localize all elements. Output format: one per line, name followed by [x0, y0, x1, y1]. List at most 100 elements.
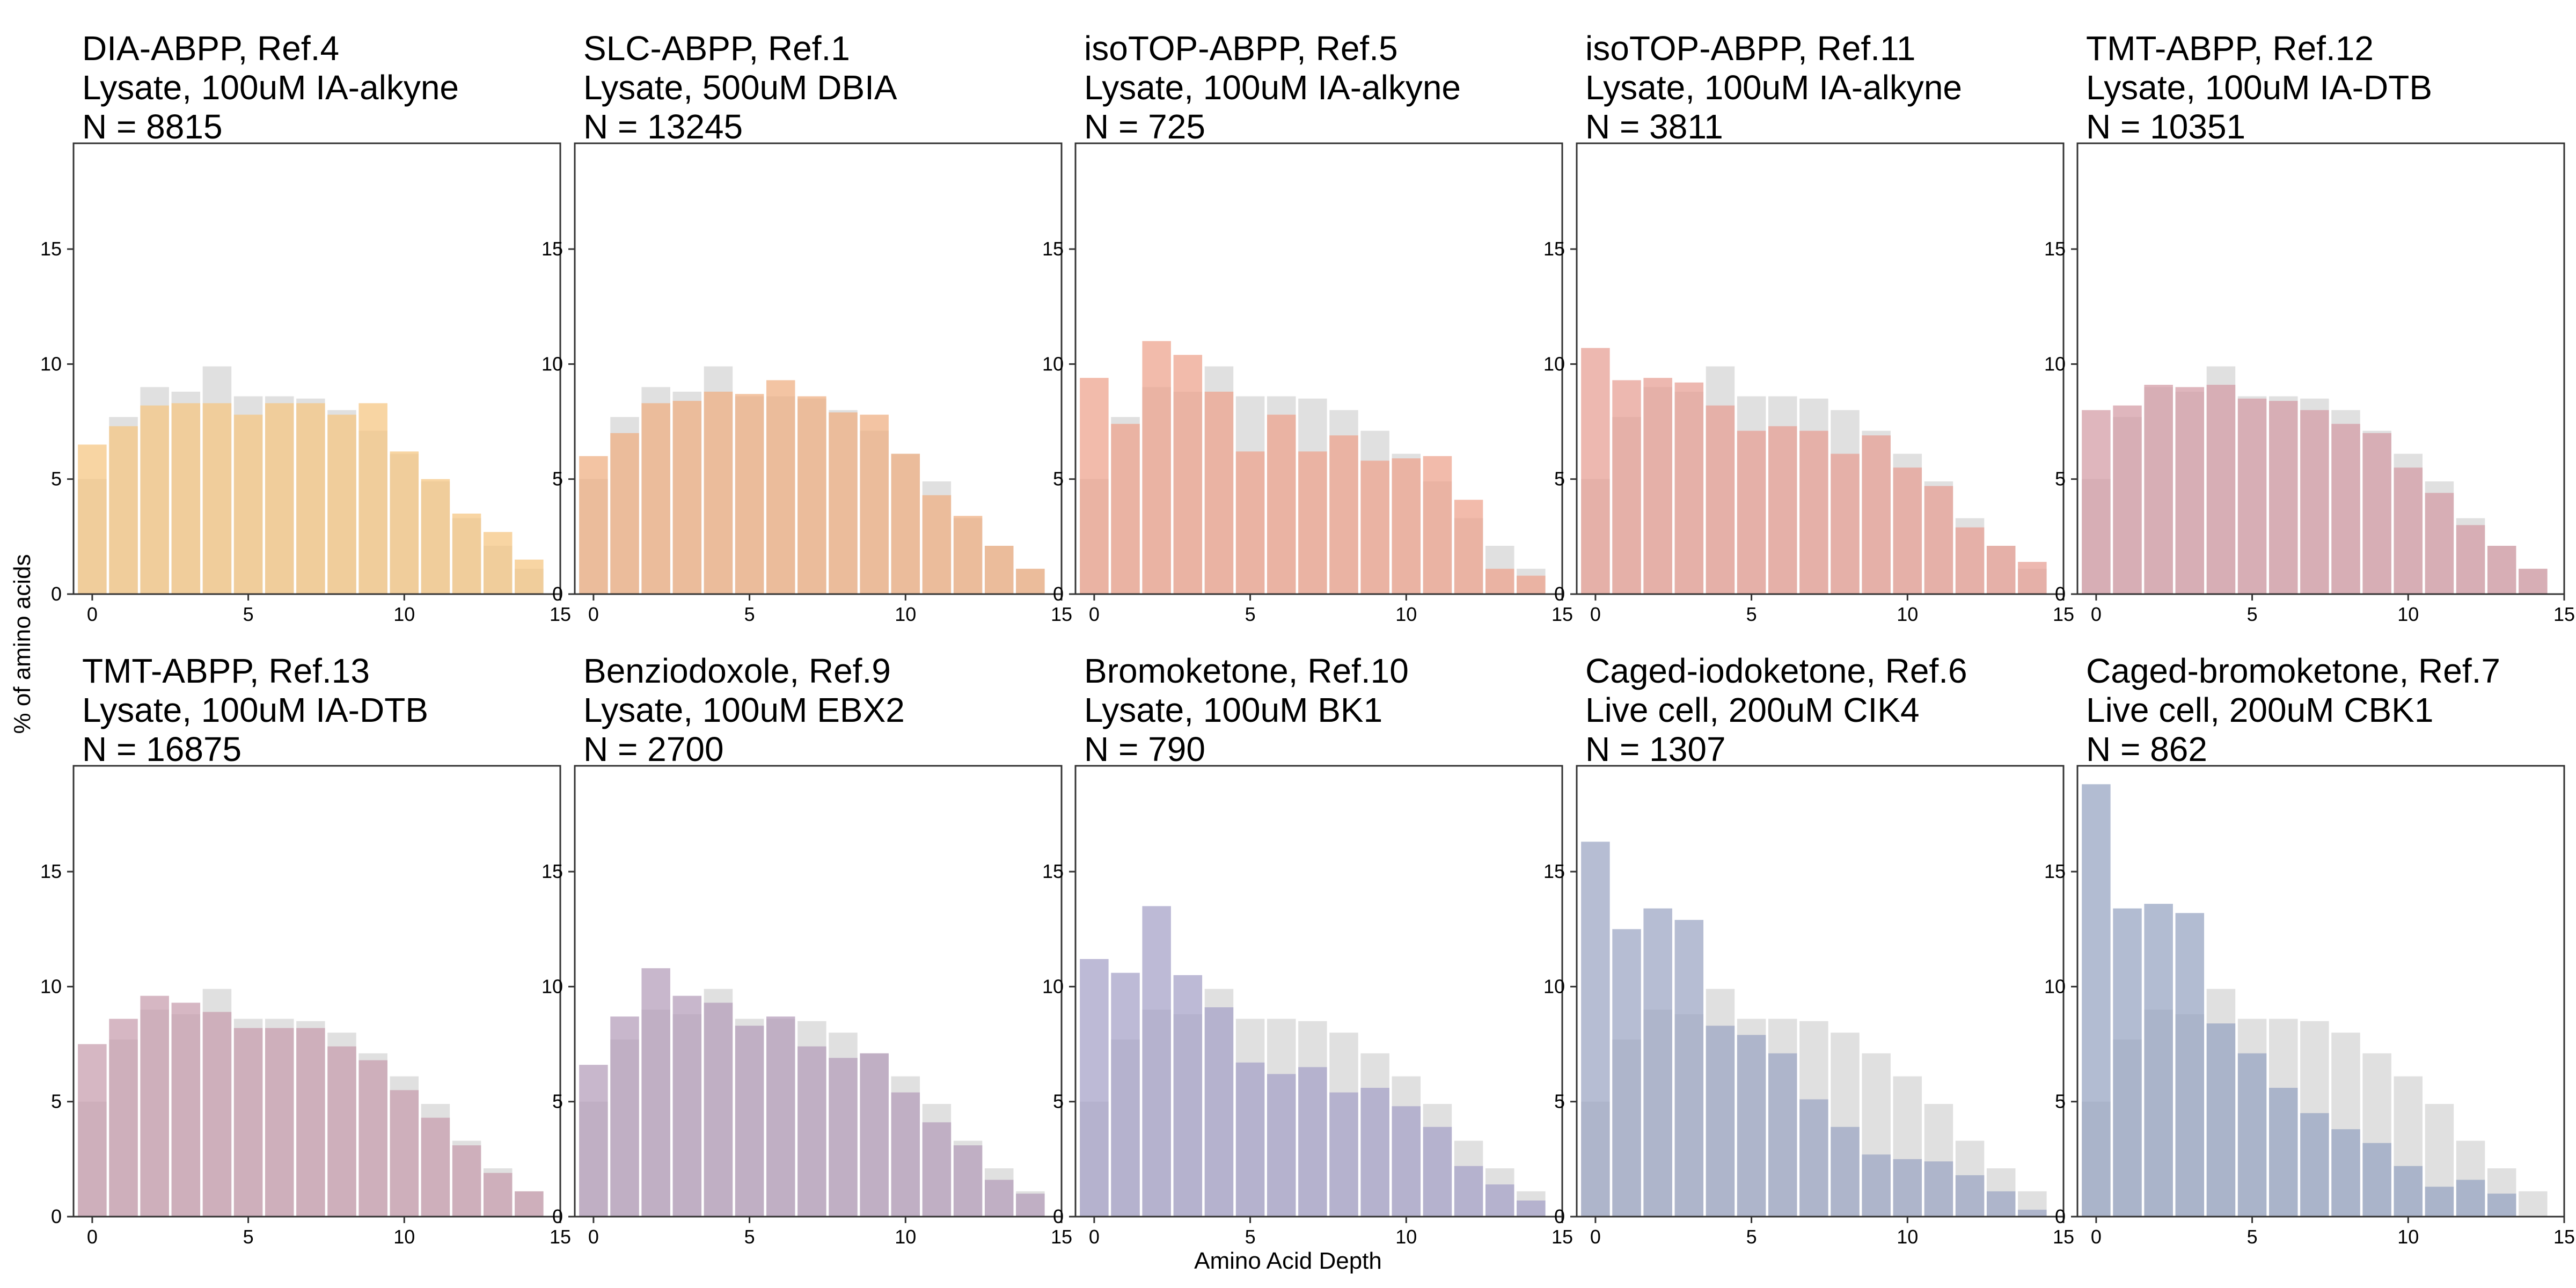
data-bar — [2268, 1088, 2298, 1217]
y-tick-label: 15 — [1543, 860, 1565, 882]
y-tick-label: 5 — [2055, 468, 2066, 490]
panel-title-line: SLC-ABPP, Ref.1 — [583, 29, 850, 68]
data-bar — [1517, 575, 1546, 594]
data-bar — [735, 394, 764, 594]
data-bar — [641, 403, 670, 594]
x-tick-label: 0 — [2091, 603, 2102, 625]
data-bar — [2175, 913, 2205, 1217]
y-tick-label: 0 — [1053, 583, 1064, 605]
data-bar — [1360, 460, 1389, 594]
data-bar — [1454, 500, 1483, 594]
data-bar — [672, 996, 702, 1217]
y-tick-label: 0 — [1554, 583, 1565, 605]
data-bar — [1111, 423, 1140, 594]
data-bar — [1955, 1175, 1985, 1217]
data-bar — [797, 396, 826, 594]
y-tick-label: 10 — [1543, 975, 1565, 997]
data-bar — [1485, 1184, 1514, 1217]
data-bar — [2113, 405, 2142, 594]
y-tick-label: 15 — [40, 860, 62, 882]
y-tick-label: 10 — [541, 353, 563, 375]
data-bar — [922, 495, 952, 594]
data-bar — [953, 1145, 983, 1217]
data-bar — [2206, 385, 2236, 594]
data-bar — [515, 1191, 544, 1217]
data-bar — [2519, 568, 2548, 594]
data-bar — [1581, 841, 1610, 1217]
x-tick-label: 0 — [2091, 1226, 2102, 1248]
data-bar — [78, 444, 107, 594]
y-tick-label: 15 — [2044, 238, 2066, 260]
data-bar — [483, 532, 513, 594]
data-bar — [2425, 493, 2454, 594]
data-bar — [2331, 1129, 2360, 1217]
y-tick-label: 5 — [1053, 468, 1064, 490]
data-bar — [1173, 975, 1203, 1217]
data-bar — [829, 412, 858, 594]
y-tick-label: 5 — [51, 468, 62, 490]
data-bar — [358, 403, 387, 594]
data-bar — [1674, 382, 1704, 594]
data-bar — [515, 559, 544, 594]
panel-title-line: Lysate, 100uM IA-DTB — [2086, 68, 2432, 107]
x-tick-label: 10 — [895, 1226, 916, 1248]
panel-title-line: TMT-ABPP, Ref.13 — [82, 652, 370, 690]
data-bar — [1016, 568, 1045, 594]
panel-title-line: Lysate, 100uM BK1 — [1084, 691, 1382, 729]
y-tick-label: 10 — [2044, 353, 2066, 375]
panel-title-line: N = 3811 — [1585, 107, 1723, 146]
panel-title-line: Lysate, 100uM IA-alkyne — [1585, 68, 1962, 107]
panel-title-line: N = 16875 — [82, 730, 241, 769]
data-bar — [1737, 430, 1766, 594]
x-tick-label: 15 — [1552, 603, 1573, 625]
data-bar — [2456, 525, 2485, 594]
panel-title-line: N = 10351 — [2086, 107, 2245, 146]
panel-frame — [574, 765, 1063, 1218]
x-tick-label: 5 — [1746, 603, 1757, 625]
x-tick-label: 15 — [1552, 1226, 1573, 1248]
data-bar — [421, 1117, 450, 1217]
data-bar — [202, 403, 232, 594]
data-bar — [2082, 784, 2111, 1217]
data-bar — [610, 1016, 639, 1217]
data-bar — [1768, 1053, 1797, 1217]
data-bar — [1454, 1166, 1483, 1217]
panel-title-line: N = 8815 — [82, 107, 223, 146]
data-bar — [2487, 546, 2516, 594]
data-bar — [452, 1145, 481, 1217]
panel-title-line: Lysate, 100uM IA-DTB — [82, 691, 428, 729]
data-bar — [2018, 1210, 2047, 1217]
x-tick-label: 15 — [1051, 1226, 1072, 1248]
y-tick-label: 15 — [40, 238, 62, 260]
data-bar — [891, 453, 920, 594]
x-tick-label: 0 — [1089, 1226, 1100, 1248]
x-tick-label: 0 — [1590, 1226, 1601, 1248]
data-bar — [2144, 385, 2173, 594]
y-tick-label: 15 — [1042, 238, 1064, 260]
y-tick-label: 10 — [2044, 975, 2066, 997]
panel-frame — [2076, 142, 2565, 595]
data-bar — [2082, 410, 2111, 594]
data-bar — [1204, 391, 1234, 594]
data-bar — [1674, 920, 1704, 1217]
data-bar — [1643, 908, 1672, 1217]
x-tick-label: 0 — [87, 603, 98, 625]
data-bar — [2113, 908, 2142, 1217]
data-bar — [2394, 1166, 2423, 1217]
panel-title-line: Lysate, 100uM IA-alkyne — [1084, 68, 1461, 107]
panel-title-line: N = 790 — [1084, 730, 1205, 769]
x-tick-label: 5 — [1245, 603, 1256, 625]
data-bar — [1799, 430, 1828, 594]
data-bar — [579, 1065, 608, 1217]
data-bar — [452, 514, 481, 594]
data-bar — [1924, 1161, 1953, 1217]
panel-title-line: isoTOP-ABPP, Ref.5 — [1084, 29, 1398, 68]
x-tick-label: 15 — [2053, 603, 2074, 625]
